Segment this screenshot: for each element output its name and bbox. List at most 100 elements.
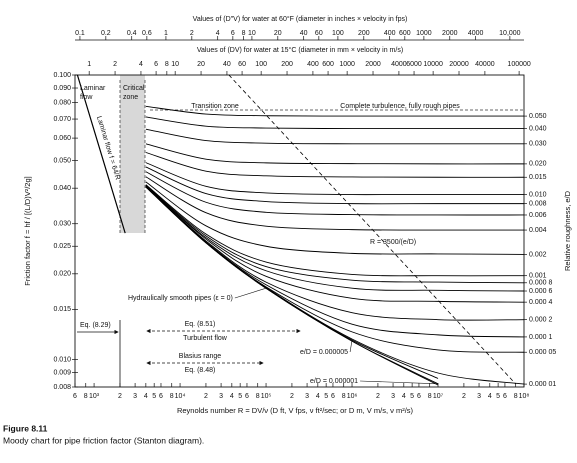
x-tick-label: 4: [144, 393, 148, 400]
y-tick-label: 0.060: [53, 135, 71, 142]
roughness-label: 0.004: [529, 227, 547, 234]
roughness-curve: [145, 152, 524, 178]
roughness-curve: [145, 184, 524, 284]
x-tick-label: 3: [477, 393, 481, 400]
x-tick-label: 5: [410, 393, 414, 400]
top-tick-label: 400: [384, 30, 396, 37]
figure-caption: Moody chart for pipe friction factor (St…: [3, 435, 204, 445]
y-tick-label: 0.050: [53, 157, 71, 164]
annotation: flow: [80, 94, 93, 101]
x-tick-label: 8: [84, 393, 88, 400]
annotation: Critical: [123, 85, 145, 92]
x-tick-label: 2: [462, 393, 466, 400]
x-tick-label: 8: [428, 393, 432, 400]
x-tick-label: 8: [170, 393, 174, 400]
roughness-label: 0.000 8: [529, 280, 552, 287]
x-tick-label: 5: [238, 393, 242, 400]
roughness-curve: [145, 116, 524, 130]
top-tick-label: 60: [315, 30, 323, 37]
x-tick-label: 10⁶: [347, 393, 358, 400]
x-tick-label: 3: [219, 393, 223, 400]
roughness-curve: [145, 186, 524, 321]
roughness-label: 0.001: [529, 273, 547, 280]
annotation: Blasius range: [179, 353, 222, 360]
laminar-line: [76, 75, 126, 234]
x-tick-label: 2: [118, 393, 122, 400]
top-tick-label: 8: [242, 30, 246, 37]
x-tick-label: 4: [316, 393, 320, 400]
x-tick-label: 5: [496, 393, 500, 400]
x-tick-label: 4: [488, 393, 492, 400]
x-tick-label: 6: [73, 393, 77, 400]
leader-line: [360, 380, 439, 385]
y-tick-label: 0.020: [53, 271, 71, 278]
y-tick-label: 0.080: [53, 99, 71, 106]
x-tick-label: 8: [342, 393, 346, 400]
top-tick-label: 1000: [339, 61, 355, 68]
top-tick-label: 100: [255, 61, 267, 68]
top-tick-label: 2: [113, 61, 117, 68]
roughness-label: 0.010: [529, 191, 547, 198]
x-tick-label: 6: [245, 393, 249, 400]
leader-line: [234, 287, 267, 299]
top-tick-label: 6: [154, 61, 158, 68]
y2-axis-title: Relative roughness, e/D: [563, 190, 572, 271]
y-tick-label: 0.025: [53, 243, 71, 250]
top-tick-label: 2000: [442, 30, 458, 37]
roughness-label: 0.000 01: [529, 381, 556, 388]
annotation: Complete turbulence, fully rough pipes: [340, 103, 460, 110]
x-tick-label: 10⁷: [433, 393, 444, 400]
x-tick-label: 10⁵: [261, 393, 272, 400]
roughness-label: 0.015: [529, 174, 547, 181]
roughness-curve: [145, 181, 524, 255]
roughness-curve: [145, 166, 524, 205]
roughness-curve: [145, 143, 524, 165]
top-tick-label: 20: [197, 61, 205, 68]
roughness-label: 0.000 2: [529, 316, 552, 323]
roughness-label: 0.000 1: [529, 334, 552, 341]
leader-line: [349, 339, 353, 353]
critical-zone-shade: [120, 75, 145, 233]
top-tick-label: 600: [399, 30, 411, 37]
roughness-curve: [145, 105, 524, 117]
top-tick-label: 4: [139, 61, 143, 68]
top-tick-label: 0.1: [75, 30, 85, 37]
x-axis-title: Reynolds number R = DV/ν (D ft, V fps, ν…: [177, 406, 414, 415]
x-tick-label: 3: [305, 393, 309, 400]
top-tick-label: 600: [322, 61, 334, 68]
y-tick-label: 0.040: [53, 185, 71, 192]
roughness-curve: [145, 185, 524, 292]
annotation: Eq. (8.48): [185, 367, 216, 374]
x-tick-label: 5: [152, 393, 156, 400]
x-tick-label: 10⁴: [175, 393, 186, 400]
top-tick-label: 200: [281, 61, 293, 68]
curve-label: Hydraulically smooth pipes (ε = 0): [128, 295, 233, 302]
rough-boundary-line: [228, 75, 516, 385]
top-axis-title: Values of (D″V) for water at 60°F (diame…: [193, 15, 408, 23]
y-tick-label: 0.100: [53, 72, 71, 79]
top-tick-label: 4: [216, 30, 220, 37]
x-tick-label: 5: [324, 393, 328, 400]
x-tick-label: 6: [331, 393, 335, 400]
x-tick-label: 8: [256, 393, 260, 400]
top-tick-label: 400: [307, 61, 319, 68]
x-tick-label: 3: [133, 393, 137, 400]
top-tick-label: 200: [358, 30, 370, 37]
top-tick-label: 4000: [391, 61, 407, 68]
smooth-curve: [145, 186, 439, 385]
annotation: Laminar: [80, 85, 106, 92]
top-tick-label: 10: [171, 61, 179, 68]
top-tick-label: 0.4: [127, 30, 137, 37]
top-tick-label: 100000: [507, 61, 530, 68]
top-tick-label: 2: [190, 30, 194, 37]
top-tick-label: 0.6: [142, 30, 152, 37]
plot-frame: [74, 74, 525, 388]
x-tick-label: 4: [230, 393, 234, 400]
top-tick-label: 1000: [416, 30, 432, 37]
top-tick-label: 10000: [423, 61, 443, 68]
top-tick-label: 10,000: [499, 30, 521, 37]
top-tick-label: 40: [223, 61, 231, 68]
x-tick-label: 3: [391, 393, 395, 400]
curve-label: e/D = 0.000005: [300, 349, 348, 356]
